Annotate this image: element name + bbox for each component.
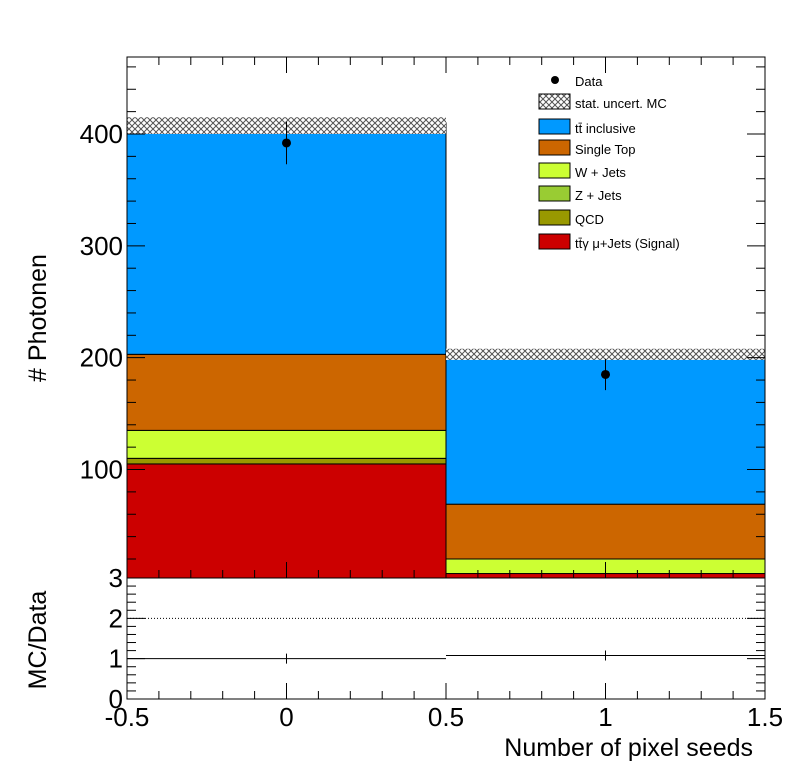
legend-swatch <box>538 139 571 156</box>
legend-label: W + Jets <box>575 165 626 180</box>
legend-swatch <box>538 185 571 202</box>
ratio-content <box>127 617 765 664</box>
ratio-y-axis: 0 1 2 <box>109 585 765 714</box>
main-panel: 400 300 200 100 3 # Photonen Data stat. uncer… <box>24 56 766 593</box>
ratio-x-axis: -0.5 0 0.5 1 1.5 <box>105 683 783 732</box>
y-tick-label: 400 <box>80 119 123 149</box>
y-tick-label: 200 <box>80 343 123 373</box>
legend-label: tt̄γ μ+Jets (Signal) <box>575 236 680 251</box>
uncertainty-hatch-bin-1 <box>446 348 765 360</box>
y-tick-label: 100 <box>80 455 123 485</box>
legend-hatch-swatch <box>538 93 571 110</box>
ratio-panel: 012 -0.5 0 0.5 1 1.5 MC/Data Number of pixel… <box>24 577 783 762</box>
legend-data-marker <box>551 76 559 84</box>
x-tick-label: -0.5 <box>105 702 150 732</box>
y-tick-label: 3 <box>109 563 123 593</box>
legend-label: Single Top <box>575 142 635 157</box>
bar-3-bin-0 <box>126 429 447 459</box>
legend-swatch <box>538 209 571 226</box>
main-x-axis <box>126 57 766 578</box>
x-tick-label: 1 <box>598 702 612 732</box>
ratio-plot-frame <box>126 577 766 700</box>
ratio-y-axis-label: MC/Data <box>24 591 52 690</box>
legend-label: stat. uncert. MC <box>575 96 667 111</box>
main-y-axis: 400 300 200 100 3 <box>80 66 765 593</box>
x-tick-label: 0.5 <box>428 702 464 732</box>
y-tick-label: 300 <box>80 231 123 261</box>
data-point <box>601 369 610 379</box>
legend-label: Data <box>575 74 603 89</box>
x-tick-label: 1.5 <box>747 702 783 732</box>
legend-swatch <box>538 118 571 135</box>
legend-swatch <box>538 233 571 250</box>
x-tick-label: 0 <box>279 702 293 732</box>
data-points <box>282 121 610 391</box>
legend-swatch <box>538 162 571 179</box>
legend-label: Z + Jets <box>575 188 622 203</box>
legend: Data stat. uncert. MC tt̄ inclusive Single … <box>538 74 680 251</box>
data-point <box>282 138 291 148</box>
ratio-y-tick-label: 1 <box>109 644 123 674</box>
ratio-y-tick-label: 0 <box>109 684 123 714</box>
ratio-y-tick-label: 2 <box>109 603 123 633</box>
legend-label: tt̄ inclusive <box>575 121 636 136</box>
main-y-axis-label: # Photonen <box>24 254 52 382</box>
bar-0-bin-0 <box>126 463 447 579</box>
bar-1-bin-0 <box>126 457 447 465</box>
x-axis-label: Number of pixel seeds <box>504 734 753 762</box>
bar-4-bin-0 <box>126 353 447 431</box>
legend-label: QCD <box>575 212 604 227</box>
bar-4-bin-1 <box>445 503 766 560</box>
